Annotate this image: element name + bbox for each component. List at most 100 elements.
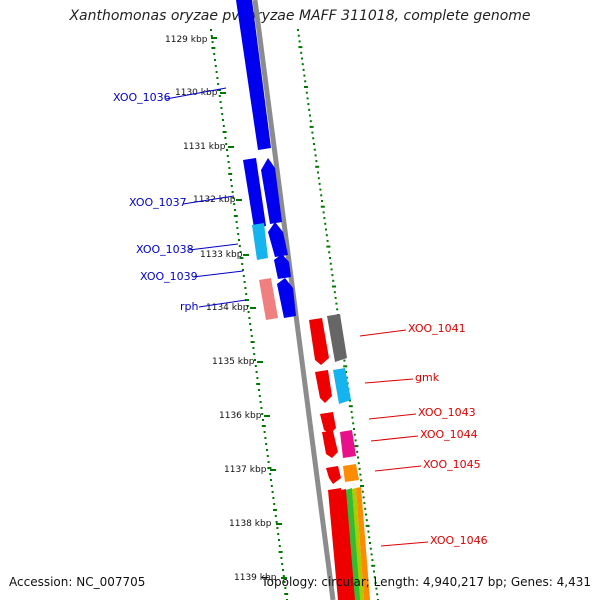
gc-content-left-dots — [210, 29, 289, 600]
gc-dot — [233, 215, 238, 217]
gc-dot — [326, 245, 331, 248]
ruler-tick-label: 1137 kbp — [224, 465, 267, 475]
gc-dot — [275, 521, 278, 523]
gc-dot — [277, 533, 280, 535]
gc-dot — [351, 416, 354, 419]
gc-dot — [262, 419, 264, 421]
left-label-leader — [198, 299, 247, 308]
gc-dot — [298, 40, 301, 43]
gc-dot — [371, 564, 376, 567]
right-label-leader — [380, 541, 429, 547]
gc-dot — [328, 251, 331, 254]
left-gene-label: XOO_1038 — [136, 243, 194, 256]
gc-dot — [358, 467, 361, 470]
gc-dot — [302, 68, 305, 71]
right-label-leader — [370, 435, 419, 442]
gc-dot — [224, 137, 227, 139]
gc-dot — [368, 536, 371, 539]
gc-dot — [215, 71, 218, 73]
gc-dot — [343, 365, 348, 368]
gc-dot — [313, 143, 315, 145]
gc-dot — [266, 455, 269, 457]
gc-dot — [269, 473, 272, 475]
gc-dot — [345, 371, 347, 373]
gc-dot — [369, 542, 371, 544]
right-gene-label: XOO_1045 — [423, 458, 481, 471]
gene-arrow — [309, 318, 329, 365]
gc-dot — [210, 29, 212, 31]
gc-dot — [237, 233, 240, 235]
gc-dot — [297, 29, 299, 31]
right-label-leader — [368, 413, 417, 420]
gene-arrow — [333, 368, 351, 404]
gc-dot — [284, 587, 287, 589]
gc-dot — [242, 275, 245, 277]
gc-dot — [309, 120, 312, 123]
gc-dot — [250, 329, 252, 331]
gc-dot — [243, 281, 246, 283]
gc-dot — [283, 581, 286, 583]
gc-dot — [280, 557, 283, 559]
gc-dot — [242, 269, 244, 271]
gc-dot — [282, 569, 284, 571]
gc-dot — [210, 35, 213, 37]
gene-arrow — [320, 412, 336, 434]
gc-dot — [353, 428, 355, 430]
gc-dot — [300, 51, 303, 54]
ruler-tick-label: 1134 kbp — [206, 303, 249, 313]
gc-dot — [230, 179, 232, 181]
gc-dot — [313, 148, 316, 151]
gc-dot — [250, 341, 255, 343]
gc-dot — [239, 251, 242, 253]
gene-arrow — [243, 158, 266, 228]
gc-dot — [365, 513, 367, 516]
gc-dot — [255, 371, 258, 373]
left-gene-label: XOO_1036 — [113, 91, 171, 104]
gene-arrow — [343, 464, 359, 482]
gc-dot — [301, 57, 303, 60]
right-label-leader — [359, 329, 407, 337]
gc-dot — [373, 576, 376, 579]
gc-dot — [357, 456, 359, 459]
left-gene-label: XOO_1039 — [140, 270, 198, 283]
gc-dot — [222, 119, 224, 121]
gc-dot — [216, 77, 219, 79]
gc-dot — [332, 279, 335, 282]
gc-dot — [226, 155, 229, 157]
gc-dot — [376, 593, 379, 596]
gene-arrow — [277, 278, 296, 318]
gc-dot — [373, 570, 375, 573]
gene-arrow — [356, 487, 370, 600]
gc-dot — [359, 473, 362, 476]
gc-dot — [254, 365, 257, 367]
gc-dot — [363, 502, 366, 505]
gc-dot — [305, 91, 308, 94]
gc-dot — [308, 108, 311, 111]
gc-dot — [329, 262, 332, 265]
accession-text: Accession: NC_007705 — [9, 575, 146, 589]
gc-dot — [254, 359, 256, 361]
gene-arrow — [236, 0, 271, 150]
ruler-tick-label: 1139 kbp — [234, 573, 277, 583]
gc-dot — [211, 41, 214, 43]
gc-dot — [221, 113, 224, 115]
gc-dot — [303, 74, 306, 77]
topology-text: Topology: circular; Length: 4,940,217 bp… — [261, 575, 591, 589]
gc-dot — [261, 425, 266, 427]
gc-dot — [231, 191, 234, 193]
gc-dot — [375, 587, 378, 590]
left-label-leader — [188, 243, 239, 251]
gc-dot — [369, 547, 372, 550]
gene-arrow — [352, 488, 364, 600]
gc-dot — [320, 194, 323, 197]
gc-dot — [324, 222, 327, 225]
gc-dot — [353, 433, 356, 436]
gc-dot — [325, 234, 328, 237]
gc-dot — [334, 296, 337, 299]
gc-dot — [234, 209, 236, 211]
gc-dot — [312, 137, 315, 140]
gc-dot — [233, 203, 236, 205]
